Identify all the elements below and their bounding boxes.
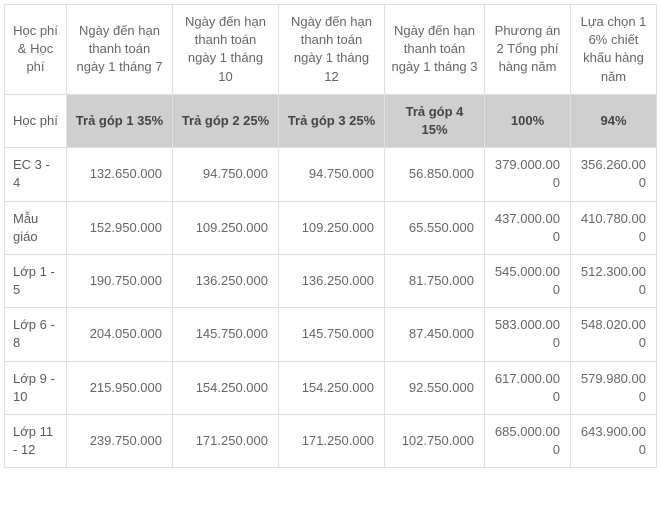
table-row: EC 3 - 4132.650.00094.750.00094.750.0005… — [5, 148, 657, 201]
cell-c2: 109.250.000 — [173, 201, 279, 254]
header-col5: Phương án 2 Tổng phí hàng năm — [485, 5, 571, 95]
table-row: Mẫu giáo152.950.000109.250.000109.250.00… — [5, 201, 657, 254]
table-row: Lớp 9 - 10215.950.000154.250.000154.250.… — [5, 361, 657, 414]
row-label: Mẫu giáo — [5, 201, 67, 254]
header-col2: Ngày đến hạn thanh toán ngày 1 tháng 10 — [173, 5, 279, 95]
cell-c4: 102.750.000 — [385, 415, 485, 468]
row-label: Lớp 1 - 5 — [5, 254, 67, 307]
header-col1: Ngày đến hạn thanh toán ngày 1 tháng 7 — [67, 5, 173, 95]
cell-c5: 617.000.000 — [485, 361, 571, 414]
cell-c2: 171.250.000 — [173, 415, 279, 468]
cell-c5: 583.000.000 — [485, 308, 571, 361]
header-col0: Học phí & Học phí — [5, 5, 67, 95]
subheader-col6: 94% — [571, 94, 657, 147]
cell-c4: 92.550.000 — [385, 361, 485, 414]
cell-c6: 410.780.000 — [571, 201, 657, 254]
cell-c2: 154.250.000 — [173, 361, 279, 414]
cell-c6: 356.260.000 — [571, 148, 657, 201]
header-row: Học phí & Học phí Ngày đến hạn thanh toá… — [5, 5, 657, 95]
subheader-col0: Học phí — [5, 94, 67, 147]
subheader-col4: Trả góp 4 15% — [385, 94, 485, 147]
table-row: Lớp 6 - 8204.050.000145.750.000145.750.0… — [5, 308, 657, 361]
cell-c1: 215.950.000 — [67, 361, 173, 414]
tuition-table: Học phí & Học phí Ngày đến hạn thanh toá… — [4, 4, 657, 468]
cell-c3: 136.250.000 — [279, 254, 385, 307]
subheader-col2: Trả góp 2 25% — [173, 94, 279, 147]
subheader-row: Học phí Trả góp 1 35% Trả góp 2 25% Trả … — [5, 94, 657, 147]
cell-c5: 685.000.000 — [485, 415, 571, 468]
cell-c5: 545.000.000 — [485, 254, 571, 307]
cell-c1: 152.950.000 — [67, 201, 173, 254]
cell-c4: 56.850.000 — [385, 148, 485, 201]
cell-c1: 204.050.000 — [67, 308, 173, 361]
cell-c3: 109.250.000 — [279, 201, 385, 254]
row-label: Lớp 9 - 10 — [5, 361, 67, 414]
header-col4: Ngày đến hạn thanh toán ngày 1 tháng 3 — [385, 5, 485, 95]
cell-c2: 145.750.000 — [173, 308, 279, 361]
cell-c3: 94.750.000 — [279, 148, 385, 201]
cell-c3: 171.250.000 — [279, 415, 385, 468]
cell-c4: 65.550.000 — [385, 201, 485, 254]
subheader-col5: 100% — [485, 94, 571, 147]
cell-c2: 94.750.000 — [173, 148, 279, 201]
cell-c5: 379.000.000 — [485, 148, 571, 201]
cell-c6: 512.300.000 — [571, 254, 657, 307]
subheader-col3: Trả góp 3 25% — [279, 94, 385, 147]
cell-c3: 154.250.000 — [279, 361, 385, 414]
subheader-col1: Trả góp 1 35% — [67, 94, 173, 147]
cell-c1: 132.650.000 — [67, 148, 173, 201]
row-label: Lớp 11 - 12 — [5, 415, 67, 468]
cell-c1: 239.750.000 — [67, 415, 173, 468]
cell-c4: 81.750.000 — [385, 254, 485, 307]
table-row: Lớp 11 - 12239.750.000171.250.000171.250… — [5, 415, 657, 468]
cell-c5: 437.000.000 — [485, 201, 571, 254]
cell-c1: 190.750.000 — [67, 254, 173, 307]
cell-c6: 579.980.000 — [571, 361, 657, 414]
row-label: Lớp 6 - 8 — [5, 308, 67, 361]
cell-c3: 145.750.000 — [279, 308, 385, 361]
header-col6: Lựa chọn 1 6% chiết khấu hàng năm — [571, 5, 657, 95]
cell-c4: 87.450.000 — [385, 308, 485, 361]
cell-c6: 548.020.000 — [571, 308, 657, 361]
header-col3: Ngày đến hạn thanh toán ngày 1 tháng 12 — [279, 5, 385, 95]
table-row: Lớp 1 - 5190.750.000136.250.000136.250.0… — [5, 254, 657, 307]
cell-c6: 643.900.000 — [571, 415, 657, 468]
row-label: EC 3 - 4 — [5, 148, 67, 201]
table-body: EC 3 - 4132.650.00094.750.00094.750.0005… — [5, 148, 657, 468]
cell-c2: 136.250.000 — [173, 254, 279, 307]
